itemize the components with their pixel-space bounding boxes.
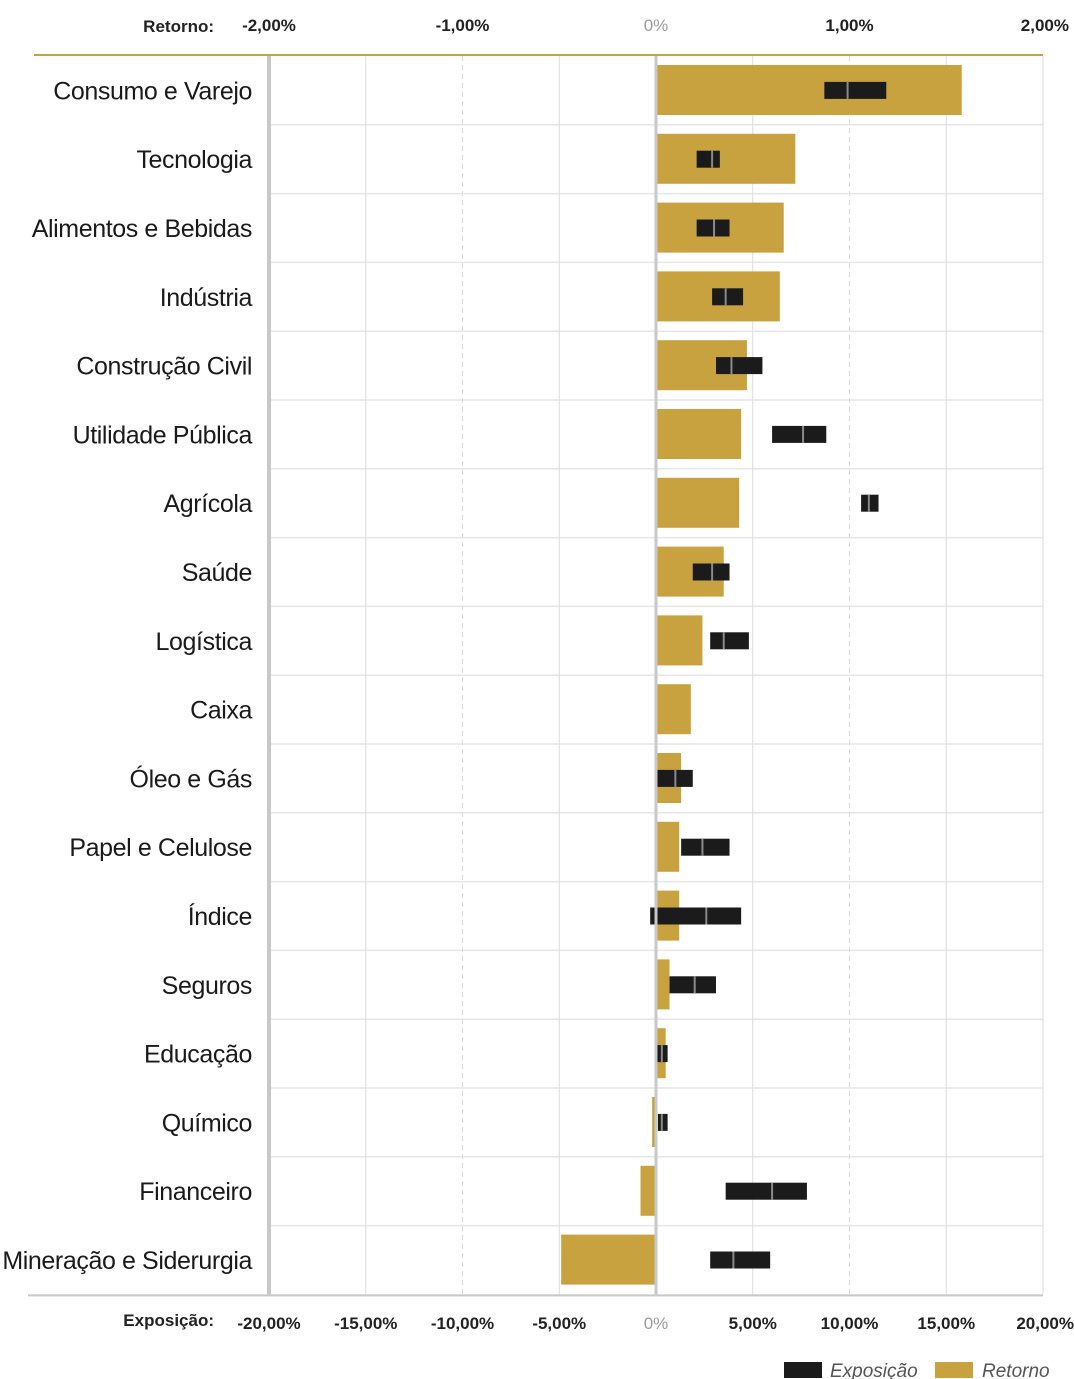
category-label: Utilidade Pública — [73, 421, 253, 449]
return-bar — [656, 959, 670, 1010]
legend-swatch-retorno — [935, 1362, 973, 1378]
top-tick-label: 0% — [644, 16, 669, 35]
category-label: Saúde — [182, 559, 252, 587]
legend-swatch-exposicao — [784, 1362, 822, 1378]
category-label: Químico — [162, 1109, 252, 1137]
return-bar — [561, 1234, 656, 1285]
top-axis-title: Retorno: — [143, 17, 214, 36]
exposure-range-bar — [710, 1251, 771, 1269]
return-bar — [652, 1097, 656, 1147]
bottom-tick-label: 15,00% — [917, 1314, 975, 1333]
exposure-range-bar — [715, 357, 763, 375]
category-label: Seguros — [162, 972, 252, 1000]
bottom-tick-label: 20,00% — [1016, 1314, 1074, 1333]
axes: Retorno: -2,00% -1,00% 0% 1,00% 2,00% Exposiçã… — [28, 16, 1074, 1333]
bottom-tick-label: -20,00% — [237, 1314, 300, 1333]
category-label: Logística — [156, 628, 253, 656]
top-tick-label: -2,00% — [242, 16, 296, 35]
bottom-tick-label: -10,00% — [431, 1314, 494, 1333]
return-bar — [656, 821, 680, 872]
return-bar — [656, 133, 796, 184]
bottom-tick-label: 5,00% — [729, 1314, 777, 1333]
bars — [561, 65, 962, 1285]
category-label: Caixa — [190, 697, 252, 725]
bottom-tick-label: 0% — [644, 1314, 669, 1333]
category-label: Agrícola — [163, 490, 252, 518]
return-bar — [656, 409, 742, 459]
category-labels: Consumo e Varejo Tecnologia Alimentos e Be… — [2, 77, 253, 1275]
legend-label-retorno: Retorno — [982, 1361, 1050, 1379]
category-label: Mineração e Siderurgia — [2, 1247, 252, 1275]
return-bar — [640, 1165, 656, 1216]
legend: Exposição Retorno — [784, 1361, 1050, 1379]
category-label: Indústria — [160, 284, 253, 312]
category-label: Educação — [144, 1041, 252, 1069]
exposure-range-bar — [650, 907, 742, 925]
category-label: Óleo e Gás — [130, 764, 252, 793]
category-label: Papel e Celulose — [69, 834, 252, 862]
exposure-range-bar — [669, 976, 716, 994]
category-label: Financeiro — [139, 1178, 252, 1206]
exposure-range-bar — [696, 150, 720, 168]
bottom-tick-label: -5,00% — [532, 1314, 586, 1333]
bottom-tick-label: 10,00% — [821, 1314, 879, 1333]
bottom-tick-label: -15,00% — [334, 1314, 397, 1333]
legend-label-exposicao: Exposição — [830, 1361, 918, 1379]
return-bar — [656, 615, 703, 666]
top-tick-label: 1,00% — [825, 16, 873, 35]
category-label: Alimentos e Bebidas — [32, 215, 252, 243]
exposure-range-bar — [681, 838, 730, 856]
exposure-range-bar — [824, 81, 887, 99]
exposure-range-bar — [710, 632, 749, 650]
bottom-axis-title: Exposição: — [123, 1311, 214, 1330]
exposure-range-bar — [772, 425, 827, 443]
category-label: Índice — [188, 902, 252, 931]
return-bar — [656, 65, 962, 115]
return-bar — [656, 684, 691, 735]
return-bar — [656, 477, 740, 528]
exposure-range-bar — [712, 288, 744, 306]
exposure-range-bar — [725, 1182, 807, 1200]
category-label: Tecnologia — [136, 146, 252, 174]
top-tick-label: 2,00% — [1021, 16, 1069, 35]
category-label: Construção Civil — [76, 353, 252, 381]
category-label: Consumo e Varejo — [53, 77, 252, 105]
top-tick-label: -1,00% — [436, 16, 490, 35]
